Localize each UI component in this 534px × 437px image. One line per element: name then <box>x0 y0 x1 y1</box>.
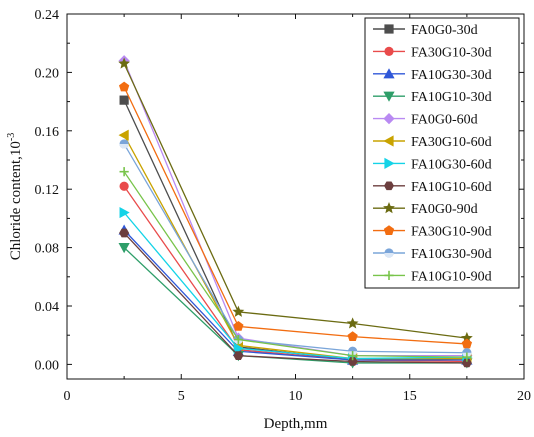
legend-label: FA10G30-90d <box>411 247 492 262</box>
legend-marker <box>383 135 394 147</box>
legend-label: FA30G10-90d <box>411 225 492 240</box>
legend-item: FA0G0-90d <box>373 202 478 217</box>
series-9 <box>118 57 473 344</box>
legend-label: FA0G0-30d <box>411 23 478 38</box>
y-tick-label: 0.04 <box>35 300 60 315</box>
y-tick-label: 0.16 <box>35 125 60 140</box>
data-point <box>119 167 129 177</box>
data-point <box>233 342 244 354</box>
legend-marker <box>384 181 394 191</box>
legend-marker <box>384 46 394 57</box>
series-line <box>123 63 467 339</box>
data-point <box>348 351 358 361</box>
legend-item: FA30G10-60d <box>373 135 492 150</box>
data-point <box>118 243 130 254</box>
legend-marker <box>383 225 395 235</box>
legend-label: FA10G10-60d <box>411 180 492 195</box>
x-tick-label: 20 <box>517 389 531 404</box>
data-point <box>119 181 129 191</box>
legend-marker <box>384 24 394 34</box>
series-line <box>123 171 467 358</box>
legend-label: FA30G10-60d <box>411 135 492 150</box>
data-series <box>118 55 473 369</box>
legend-marker <box>384 270 394 280</box>
data-point <box>233 351 244 360</box>
x-tick-label: 15 <box>403 389 417 404</box>
series-line <box>123 185 467 363</box>
legend-item: FA10G10-30d <box>373 90 492 105</box>
series-line <box>123 143 467 354</box>
data-point <box>119 95 129 105</box>
legend: FA0G0-30d FA30G10-30d FA10G30-30d FA10G10-3… <box>364 17 520 289</box>
data-point <box>119 206 130 219</box>
x-tick-label: 5 <box>178 389 185 404</box>
data-point <box>119 228 130 238</box>
axes: 0 5 10 15 20 0.00 0.04 0.08 0.12 0.16 0.20 0.24 <box>35 8 532 404</box>
x-tick-label: 10 <box>289 389 303 404</box>
series-line <box>123 212 467 360</box>
legend-box <box>364 17 520 289</box>
x-tick-label: 0 <box>64 389 71 404</box>
legend-label: FA10G10-90d <box>411 269 492 284</box>
data-point <box>233 321 244 331</box>
legend-label: FA10G30-30d <box>411 68 492 83</box>
x-axis-label: Depth,mm <box>264 416 328 432</box>
data-point <box>462 352 472 362</box>
legend-item: FA30G10-30d <box>373 45 492 60</box>
data-point <box>347 331 358 342</box>
data-point <box>119 139 129 149</box>
legend-label: FA10G10-30d <box>411 90 492 105</box>
legend-marker <box>384 157 395 169</box>
y-tick-label: 0.08 <box>35 242 60 257</box>
data-point <box>118 57 131 69</box>
series-line <box>123 86 467 345</box>
series-line <box>123 229 467 361</box>
legend-item: FA30G10-90d <box>373 225 492 240</box>
series-line <box>123 134 467 360</box>
legend-marker <box>383 202 395 214</box>
y-axis-label-main: Chloride content,10 <box>8 141 24 260</box>
series-line <box>123 232 467 364</box>
data-point <box>232 305 245 317</box>
legend-item: FA10G30-30d <box>373 68 492 83</box>
data-point <box>461 338 473 349</box>
y-axis-label: Chloride content,10-3 <box>6 133 24 261</box>
legend-marker <box>383 68 395 79</box>
data-point <box>460 331 473 344</box>
series-8 <box>119 228 472 368</box>
legend-item: FA0G0-30d <box>373 23 478 38</box>
y-tick-label: 0.24 <box>35 8 60 23</box>
y-tick-label: 0.20 <box>35 66 60 81</box>
series-10 <box>118 81 473 349</box>
legend-marker <box>383 113 395 125</box>
series-line <box>123 60 467 357</box>
data-point-half <box>119 143 129 149</box>
legend-marker-half <box>384 253 394 258</box>
data-point <box>118 81 130 92</box>
data-point <box>346 317 359 329</box>
y-axis-label-superscript: -3 <box>6 133 17 141</box>
legend-label: FA0G0-60d <box>411 113 478 128</box>
y-tick-label: 0.12 <box>35 183 60 198</box>
legend-marker <box>384 248 394 258</box>
y-tick-label: 0.00 <box>35 358 60 373</box>
legend-item: FA10G10-90d <box>373 269 492 284</box>
data-point <box>347 357 358 366</box>
legend-label: FA0G0-90d <box>411 202 478 217</box>
legend-item: FA10G30-60d <box>373 157 492 172</box>
data-point <box>118 129 129 141</box>
legend-marker <box>383 91 395 102</box>
data-point <box>461 358 472 368</box>
series-12 <box>119 167 472 362</box>
data-point <box>233 334 243 345</box>
legend-label: FA30G10-30d <box>411 45 492 60</box>
legend-item: FA10G10-60d <box>373 180 492 195</box>
legend-label: FA10G30-60d <box>411 157 492 172</box>
legend-item: FA10G30-90d <box>373 247 492 262</box>
legend-item: FA0G0-60d <box>373 113 478 128</box>
series-line <box>123 247 467 364</box>
